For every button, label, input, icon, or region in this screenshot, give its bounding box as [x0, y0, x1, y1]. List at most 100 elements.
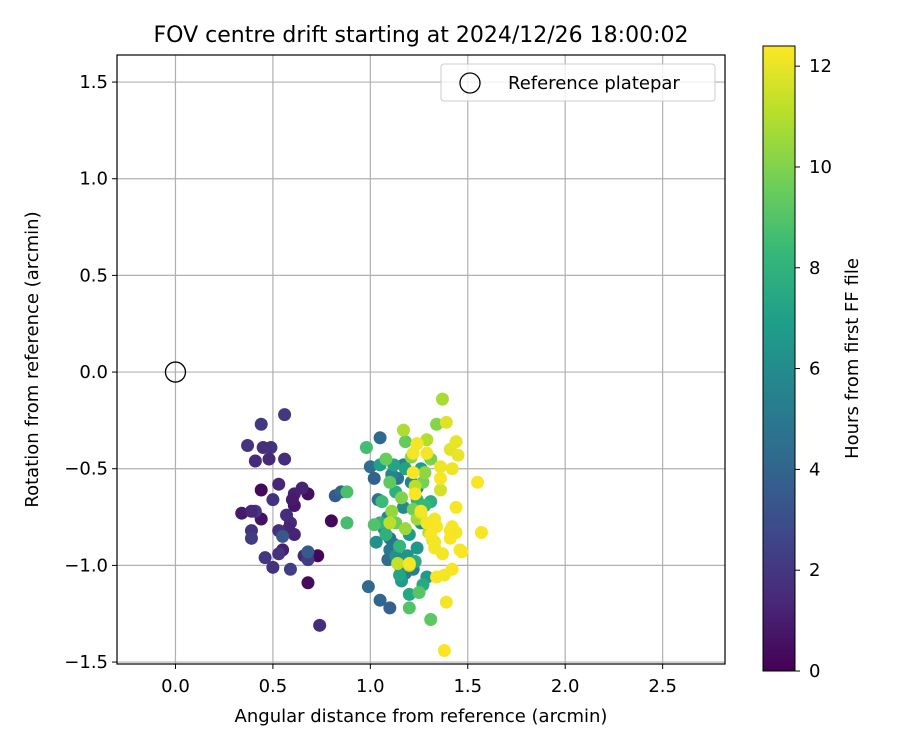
data-point — [437, 643, 451, 657]
data-point — [420, 516, 434, 530]
y-tick-label: −1.0 — [64, 555, 108, 576]
reference-layer — [164, 361, 187, 383]
data-point — [262, 452, 276, 466]
y-tick-label: 1.0 — [79, 169, 108, 190]
data-point — [244, 504, 258, 518]
data-point — [254, 417, 268, 431]
colorbar-tick-label: 10 — [809, 157, 832, 178]
colorbar-tick-label: 8 — [809, 258, 820, 279]
data-point — [367, 471, 381, 485]
y-tick-label: 0.0 — [79, 362, 108, 383]
data-point — [393, 568, 407, 582]
reference-platepar-marker — [164, 361, 187, 383]
data-point — [396, 500, 410, 514]
data-point — [451, 448, 465, 462]
colorbar-tick-label: 6 — [809, 359, 820, 380]
data-point — [379, 452, 393, 466]
data-point — [445, 462, 459, 476]
data-point — [449, 526, 463, 540]
data-point — [418, 466, 432, 480]
data-point — [324, 514, 338, 528]
data-point — [287, 527, 301, 541]
data-point — [455, 545, 469, 559]
data-point — [258, 551, 272, 565]
x-tick-label: 2.0 — [551, 676, 580, 697]
colorbar-ticks: 0 2 4 6 8 10 12 — [795, 56, 832, 682]
data-point — [283, 562, 297, 576]
data-point — [285, 493, 299, 507]
data-point — [311, 549, 325, 563]
data-point — [402, 601, 416, 615]
colorbar-gradient — [762, 45, 796, 672]
x-tick-label: 2.5 — [648, 676, 677, 697]
data-point — [433, 471, 447, 485]
data-point — [439, 415, 453, 429]
y-tick-label: 1.5 — [79, 72, 108, 93]
data-point — [395, 491, 409, 505]
data-point — [385, 504, 399, 518]
data-point — [402, 587, 416, 601]
data-point — [474, 526, 488, 540]
data-point — [420, 433, 434, 447]
data-point — [402, 556, 416, 570]
y-tick-label: −1.5 — [64, 652, 108, 673]
data-point — [340, 516, 354, 530]
data-point — [430, 520, 444, 534]
data-point — [235, 506, 249, 520]
data-point — [383, 601, 397, 615]
data-point — [276, 529, 290, 543]
legend-box — [440, 63, 716, 102]
data-point — [272, 547, 286, 561]
colorbar-tick-label: 4 — [809, 459, 820, 480]
data-point — [266, 493, 280, 507]
data-point — [363, 460, 377, 474]
x-tick-label: 1.0 — [356, 676, 385, 697]
data-point — [408, 487, 422, 501]
data-point — [414, 504, 428, 518]
data-point — [435, 392, 449, 406]
data-point — [449, 435, 463, 449]
data-point — [410, 541, 424, 555]
colorbar-tick-label: 0 — [809, 661, 820, 682]
data-point — [254, 483, 268, 497]
data-point — [393, 539, 407, 553]
data-point — [420, 446, 434, 460]
data-point — [367, 518, 381, 532]
legend-reference-marker — [459, 72, 481, 94]
legend: Reference platepar — [440, 63, 716, 102]
data-point — [379, 527, 393, 541]
grid — [117, 55, 725, 664]
data-point — [433, 483, 447, 497]
scatter-points — [235, 392, 488, 657]
data-point — [301, 545, 315, 559]
data-point — [406, 466, 420, 480]
data-point — [433, 460, 447, 474]
data-point — [373, 431, 387, 445]
data-point — [398, 435, 412, 449]
data-point — [439, 595, 453, 609]
data-point — [266, 560, 280, 574]
data-point — [383, 516, 397, 530]
data-point — [375, 495, 389, 509]
data-point — [430, 417, 444, 431]
data-point — [449, 500, 463, 514]
data-point — [369, 535, 383, 549]
colorbar-label: Hours from first FF file — [842, 258, 863, 459]
data-point — [424, 613, 438, 627]
data-point — [398, 522, 412, 536]
y-tick-label: 0.5 — [79, 265, 108, 286]
data-point — [278, 452, 292, 466]
data-point — [244, 531, 258, 545]
colorbar-tick-label: 12 — [809, 56, 832, 77]
data-point — [248, 454, 262, 468]
plot-frame — [116, 54, 726, 665]
chart-title: FOV centre drift starting at 2024/12/26 … — [154, 23, 689, 48]
data-point — [471, 475, 485, 489]
data-point — [412, 585, 426, 599]
data-point — [391, 556, 405, 570]
data-point — [410, 437, 424, 451]
data-point — [278, 408, 292, 422]
data-point — [313, 618, 327, 632]
data-point — [241, 439, 255, 453]
